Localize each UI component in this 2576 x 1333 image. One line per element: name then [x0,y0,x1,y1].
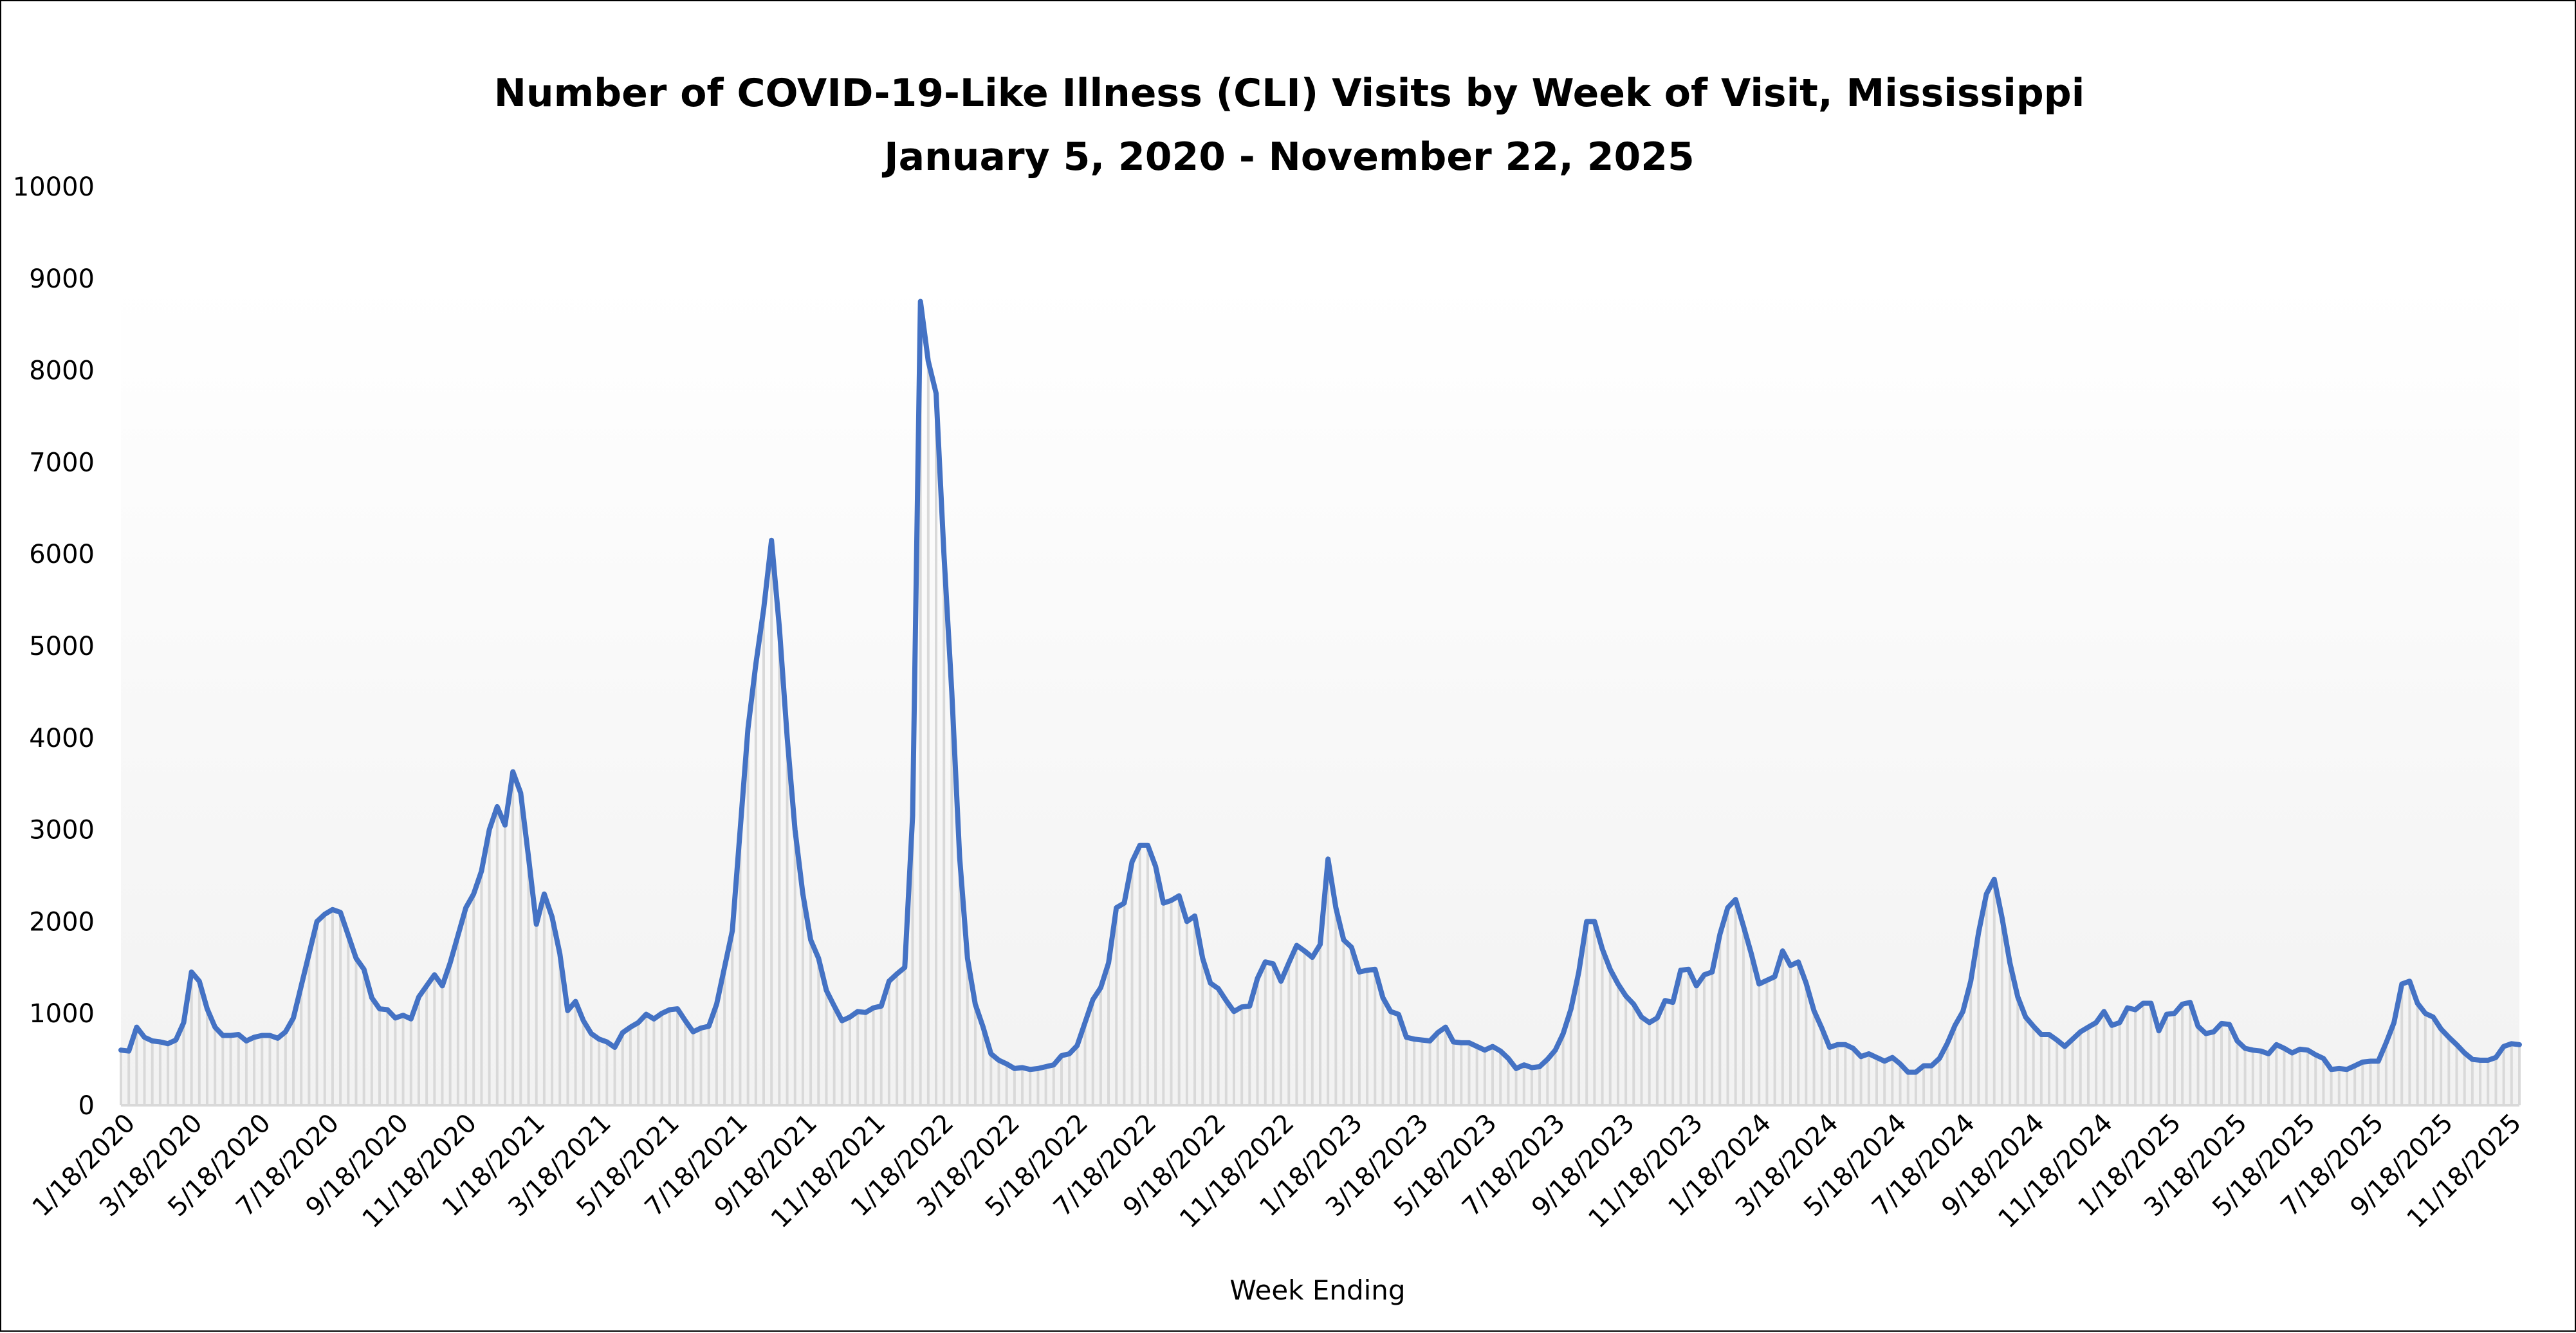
y-tick-label: 3000 [29,816,95,845]
y-tick-label: 7000 [29,448,95,477]
x-axis-ticks: 1/18/20203/18/20205/18/20207/18/20209/18… [27,1108,2527,1235]
y-tick-label: 5000 [29,632,95,661]
y-axis-ticks: 0 1000 2000 3000 4000 5000 6000 7000 8000 9000 100… [13,172,95,1121]
y-tick-label: 2000 [29,907,95,937]
series-line-cli-visits [118,299,2522,1075]
y-tick-label: 4000 [29,724,95,753]
x-axis-title: Week Ending [1229,1274,1405,1306]
y-tick-label: 0 [78,1091,95,1121]
y-tick-label: 8000 [29,356,95,386]
drop-lines [120,301,2521,1105]
y-tick-label: 6000 [29,540,95,569]
y-tick-label: 1000 [29,999,95,1029]
chart-subtitle: January 5, 2020 - November 22, 2025 [881,134,1694,179]
y-tick-label: 9000 [29,264,95,294]
y-tick-label: 10000 [13,172,95,202]
chart-title: Number of COVID-19-Like Illness (CLI) Vi… [494,71,2085,116]
